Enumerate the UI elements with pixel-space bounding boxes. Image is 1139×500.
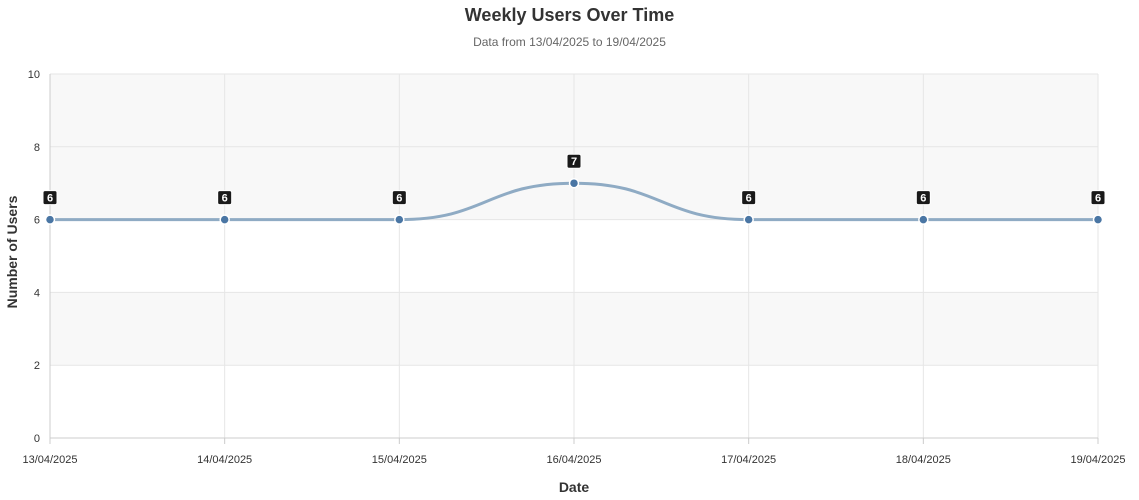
data-label: 6 <box>920 193 926 205</box>
data-label-bg <box>391 190 407 206</box>
data-point[interactable] <box>743 214 754 225</box>
data-label: 6 <box>222 193 228 205</box>
x-tick-label: 19/04/2025 <box>1070 454 1125 466</box>
data-label-bg <box>42 190 58 206</box>
y-tick-label: 10 <box>28 69 40 81</box>
x-tick-label: 13/04/2025 <box>22 454 77 466</box>
tick-labels: 0 2 4 6 8 10 13/04/2025 14/04/2025 15/04/2025 16/… <box>22 69 1125 466</box>
data-point[interactable] <box>568 177 580 189</box>
data-labels: 6 6 6 7 6 6 6 <box>42 153 1106 206</box>
data-label: 6 <box>1095 193 1101 205</box>
y-tick-label: 2 <box>34 360 40 372</box>
data-points <box>44 177 1104 225</box>
data-label-bg <box>566 153 582 169</box>
data-label-bg <box>741 190 757 206</box>
data-label-bg <box>217 190 233 206</box>
y-axis-title: Number of Users <box>4 195 20 308</box>
data-point[interactable] <box>1092 214 1104 225</box>
chart-subtitle: Data from 13/04/2025 to 19/04/2025 <box>473 35 666 49</box>
y-tick-label: 0 <box>34 433 40 445</box>
data-label-bg <box>915 190 931 206</box>
data-point[interactable] <box>219 214 230 225</box>
y-tick-label: 4 <box>34 287 40 299</box>
data-point[interactable] <box>394 214 405 225</box>
axes <box>49 74 1099 444</box>
y-tick-label: 8 <box>34 142 40 154</box>
x-tick-label: 14/04/2025 <box>197 454 252 466</box>
x-tick-label: 16/04/2025 <box>546 454 601 466</box>
data-label-bg <box>1090 190 1106 206</box>
data-label: 6 <box>47 193 53 205</box>
x-tick-label: 17/04/2025 <box>721 454 776 466</box>
data-point[interactable] <box>44 214 56 225</box>
data-label: 6 <box>396 193 402 205</box>
x-axis-title: Date <box>559 479 590 495</box>
x-tick-label: 18/04/2025 <box>896 454 951 466</box>
x-tick-label: 15/04/2025 <box>372 454 427 466</box>
y-tick-label: 6 <box>34 215 40 227</box>
data-point[interactable] <box>918 214 929 225</box>
chart-title: Weekly Users Over Time <box>465 5 674 25</box>
data-label: 6 <box>746 193 752 205</box>
data-label: 7 <box>571 156 577 168</box>
